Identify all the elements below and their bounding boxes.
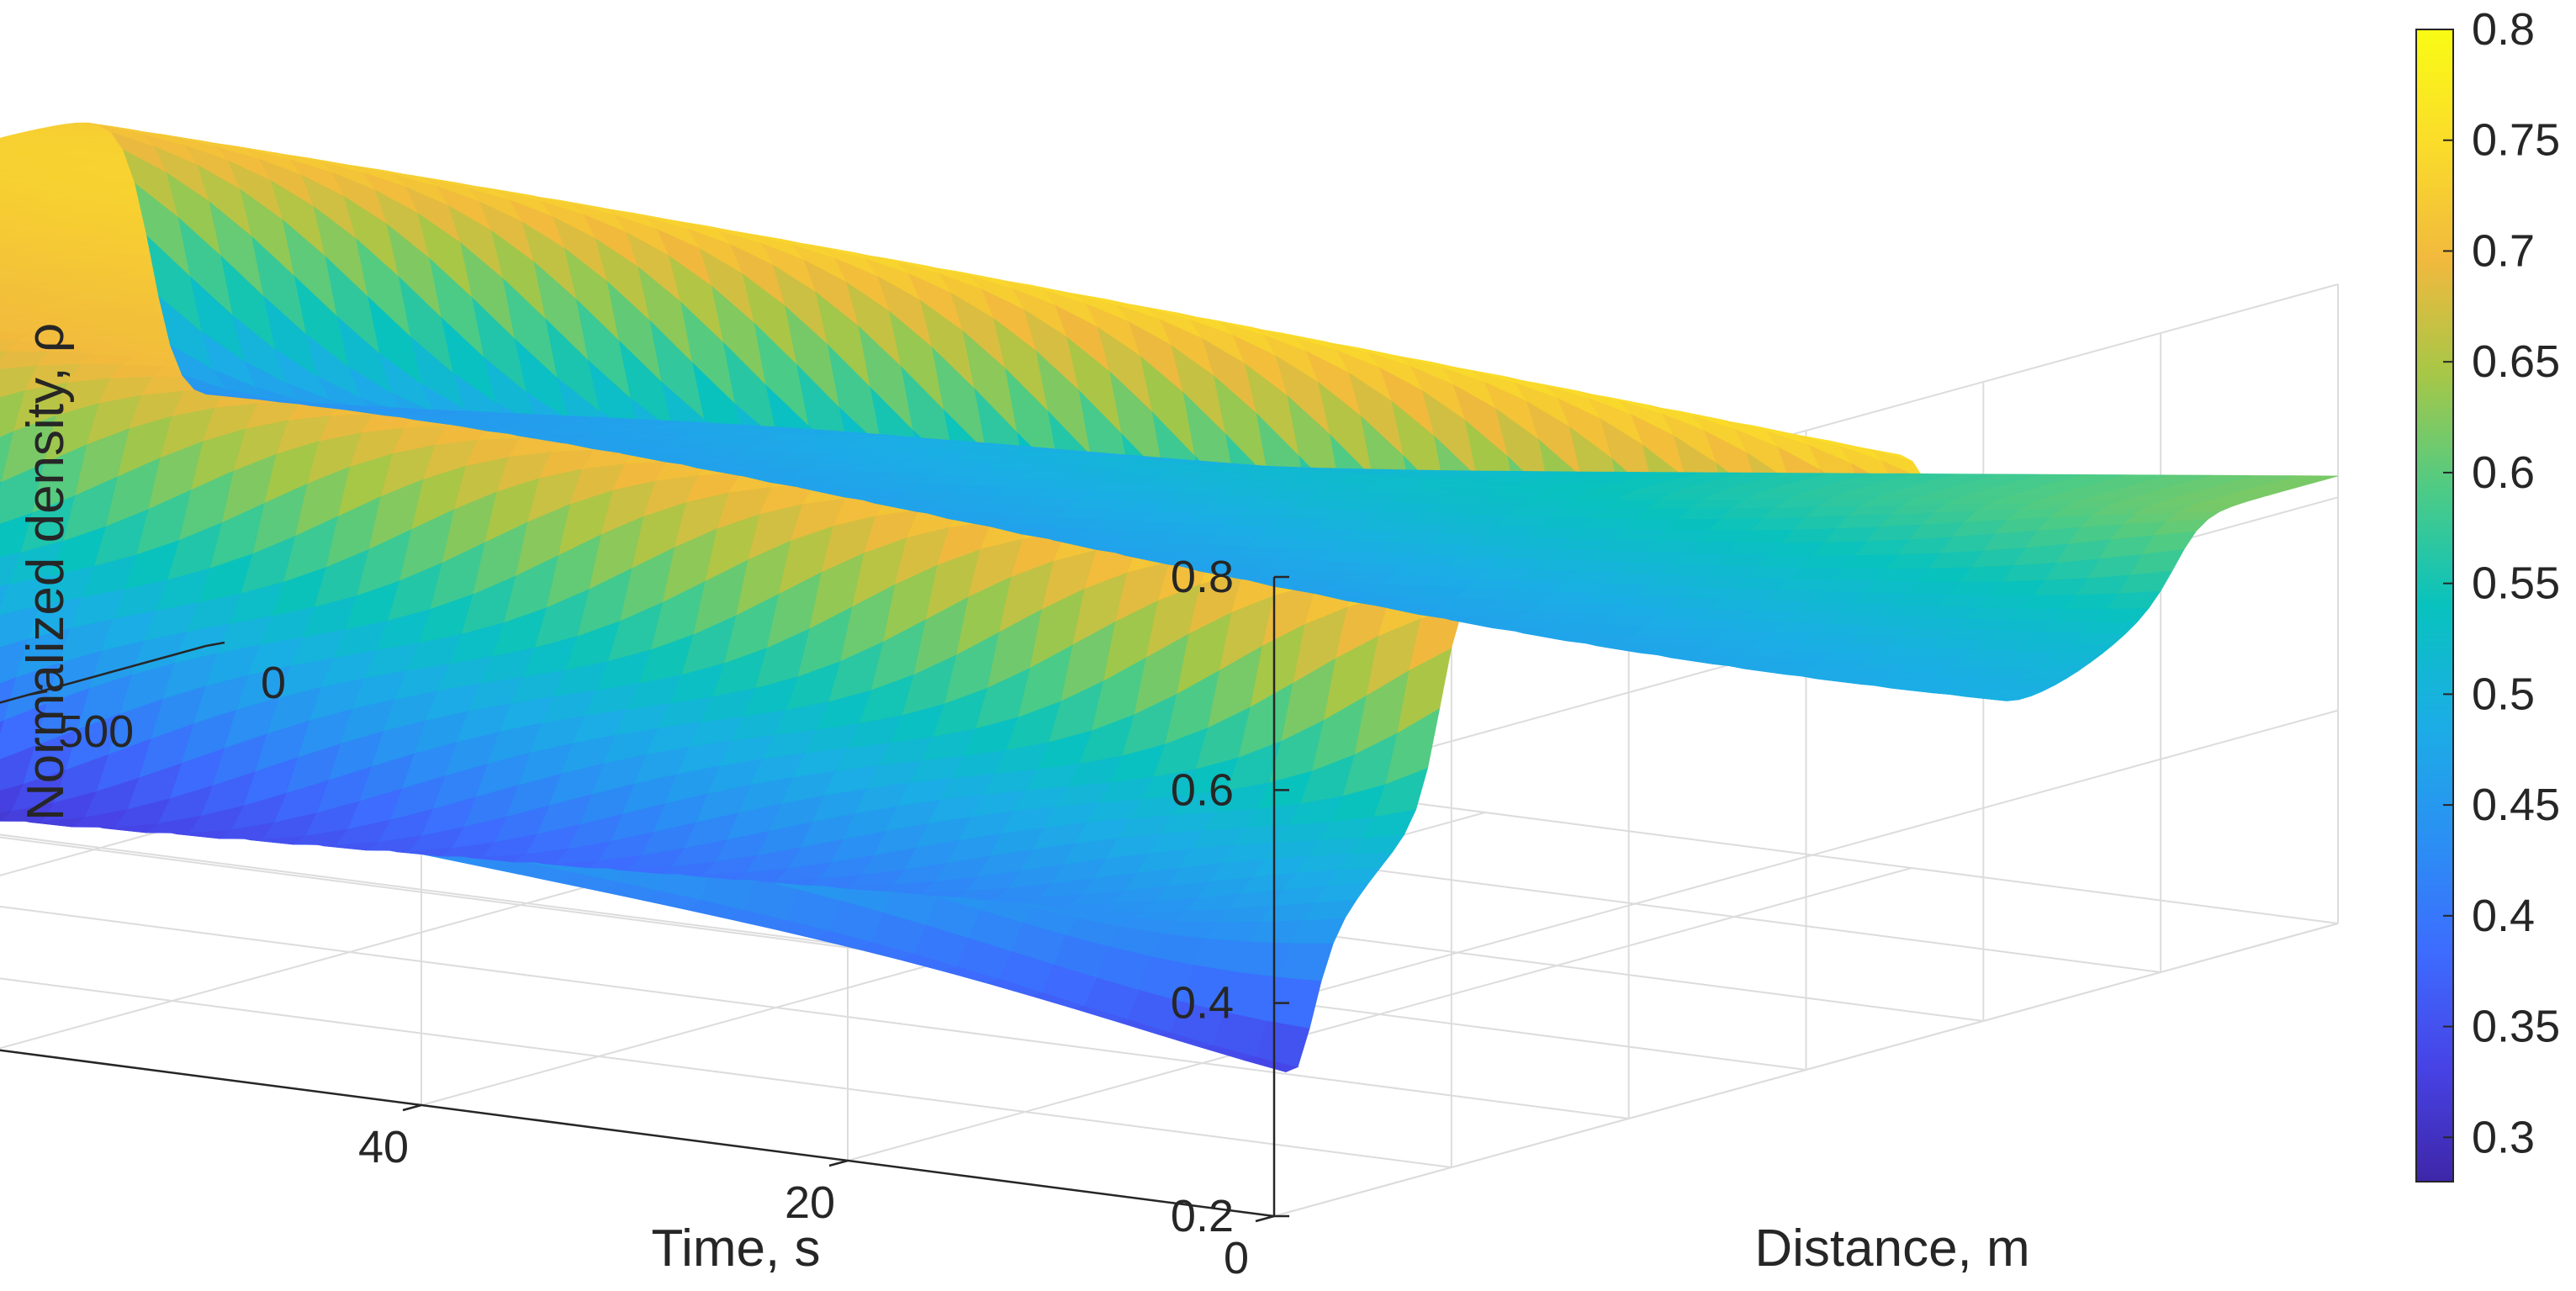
grid-line [1273,709,2339,1004]
colorbar-tick-label: 0.45 [2472,780,2560,830]
y-axis-label: Time, s [652,1220,821,1278]
colorbar-tick-label: 0.65 [2472,336,2560,387]
x-tick-mark [28,690,48,696]
surface-patch [0,719,5,735]
y-tick-mark [1255,1214,1275,1223]
surface-patch [0,551,21,586]
z-tick-label: 0.6 [1171,765,1234,815]
surface-patch [0,339,19,352]
x-tick-label: 0 [261,658,286,708]
y-tick-mark [828,1159,849,1167]
surface-plot [0,122,2339,1073]
surface-patch [0,318,11,325]
surface-patch [0,209,11,215]
x-tick-mark [205,641,225,648]
surface-patch [0,638,29,684]
surface-patch [0,389,26,437]
surface-patch [0,145,24,151]
colorbar: 0.3 0.35 0.4 0.45 0.5 0.55 0.6 0.65 0.7 0.75 0.8 [2415,4,2560,1183]
y-axis-line [0,1049,1275,1218]
colorbar-tick-label: 0.5 [2472,669,2535,719]
colorbar-tick-label: 0.3 [2472,1112,2535,1162]
surface-patch [0,163,20,171]
z-axis-label: Normalized density, ρ [17,323,75,821]
y-tick-label: 0 [1224,1233,1249,1283]
z-tick-label: 0.8 [1171,552,1234,602]
colorbar-tick-label: 0.8 [2472,4,2535,55]
x-axis-label: Distance, m [1754,1220,2029,1278]
grid-line [847,867,1912,1161]
colorbar-tick-label: 0.75 [2472,115,2560,166]
colorbar-tick-label: 0.35 [2472,1002,2560,1052]
y-tick-label: 20 [785,1177,835,1228]
surface-patch [0,783,24,812]
y-tick-mark [402,1103,422,1112]
grid-line [0,977,1452,1168]
z-tick-label: 0.4 [1171,978,1234,1029]
grid-line [1273,923,2339,1217]
colorbar-tick-label: 0.7 [2472,225,2535,276]
surface-patch [0,246,26,255]
surface-patch [0,277,8,282]
surface-patch [0,294,16,303]
surface-patch [0,676,17,722]
tick-labels: 0500100015002000250030000204060801000.20… [28,552,1289,1283]
z-tick-label: 0.2 [1171,1191,1234,1241]
surface-patch [0,179,27,188]
surface-patch [0,312,23,320]
colorbar-tick-label: 0.55 [2472,558,2560,609]
surface-patch [0,350,7,361]
surface-patch [0,288,28,298]
colorbar-tick-label: 0.6 [2472,447,2535,498]
surface-patch [193,389,249,399]
surface-patch [0,481,3,489]
surface-patch [0,583,9,608]
y-tick-label: 40 [358,1122,409,1172]
colorbar-tick-label: 0.4 [2472,891,2535,941]
surface-patch [0,430,14,483]
surface-patch [0,810,13,821]
x-tick-label: 500 [58,706,134,757]
surface-patch [0,251,13,259]
colorbar-gradient [2415,29,2454,1183]
